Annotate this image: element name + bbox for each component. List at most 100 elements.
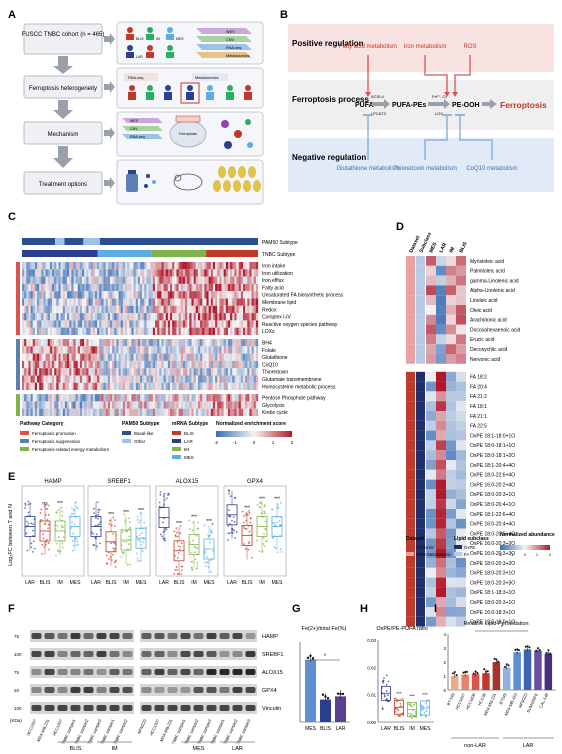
heatmap-cell	[122, 276, 126, 284]
heatmap-cell	[133, 283, 136, 292]
svg-text:0: 0	[524, 552, 527, 557]
heatmap-cell	[227, 394, 231, 402]
svg-text:-2: -2	[214, 440, 218, 445]
heatmap-cell	[225, 276, 229, 284]
h-point	[420, 713, 422, 716]
heatmap-cell	[133, 305, 136, 314]
heatmap-cell	[60, 276, 63, 284]
blot-band	[109, 633, 120, 639]
heatmap-cell	[187, 394, 190, 402]
heatmap-cell	[146, 269, 149, 277]
heatmap-cell	[49, 368, 53, 376]
heatmap-cell	[77, 339, 81, 347]
heatmap-cell	[82, 298, 85, 306]
heatmap-cell	[43, 298, 46, 306]
pathway-label: Iron efflux	[262, 278, 284, 284]
heatmap-cell	[90, 320, 93, 328]
heatmap-cell	[43, 408, 46, 416]
abundance-cell	[426, 314, 436, 325]
heatmap-cell	[86, 305, 89, 314]
heatmap-cell	[97, 368, 100, 376]
process-arrows	[372, 99, 497, 109]
blot-band	[122, 687, 133, 693]
dataset-cell	[406, 275, 415, 286]
heatmap-cell	[159, 291, 162, 299]
heatmap-cell	[105, 298, 109, 306]
heatmap-cell	[206, 305, 209, 314]
heatmap-cell	[24, 276, 27, 284]
heatmap-cell	[240, 375, 244, 383]
heatmap-cell	[84, 313, 87, 321]
heatmap-cell	[32, 283, 36, 292]
heatmap-cell	[77, 269, 81, 277]
i-point	[538, 649, 541, 652]
heatmap-cell	[105, 269, 109, 277]
blot-band	[141, 687, 152, 693]
lane-label: TNBC sample2	[112, 718, 128, 745]
heatmap-cell	[71, 375, 74, 383]
e-point	[114, 559, 117, 562]
heatmap-cell	[109, 291, 113, 299]
heatmap-cell	[62, 320, 66, 328]
heatmap-cell	[210, 382, 214, 391]
heatmap-cell	[118, 298, 121, 306]
pos-fatty-acid: Fatty acid metabolism	[339, 44, 397, 50]
heatmap-cell	[120, 382, 124, 391]
heatmap-cell	[176, 339, 179, 347]
heatmap-cell	[103, 305, 106, 314]
subclass-cell	[416, 391, 425, 402]
heatmap-cell	[114, 291, 117, 299]
heatmap-cell	[64, 320, 68, 328]
heatmap-cell	[73, 320, 76, 328]
heatmap-cell	[56, 339, 59, 347]
abundance-cell	[426, 577, 436, 588]
i-bar	[482, 673, 490, 690]
heatmap-cell	[90, 305, 93, 314]
e-point	[96, 517, 99, 520]
svg-text:LOX: LOX	[435, 111, 443, 116]
heatmap-cell	[22, 320, 25, 328]
e-point	[263, 504, 266, 507]
heatmap-cell	[197, 401, 201, 409]
heatmap-cell	[60, 262, 63, 270]
abundance-cell	[446, 440, 456, 451]
heatmap-cell	[253, 269, 257, 277]
heatmap-cell	[255, 283, 259, 292]
heatmap-cell	[227, 320, 231, 328]
heatmap-cell	[120, 298, 124, 306]
heatmap-cell	[32, 346, 36, 354]
heatmap-cell	[251, 269, 254, 277]
heatmap-cell	[193, 368, 196, 376]
heatmap-cell	[255, 368, 259, 376]
heatmap-cell	[56, 360, 59, 369]
heatmap-cell	[204, 262, 207, 270]
h-point	[396, 707, 399, 710]
heatmap-cell	[174, 339, 177, 347]
heatmap-cell	[144, 320, 147, 328]
node-pe-ooh: PE-OOH	[452, 102, 480, 109]
heatmap-cell	[155, 320, 158, 328]
heatmap-cell	[245, 375, 248, 383]
heatmap-cell	[174, 408, 177, 416]
heatmap-cell	[163, 327, 166, 335]
heatmap-cell	[152, 276, 156, 284]
heatmap-cell	[230, 276, 233, 284]
abundance-cell	[426, 587, 436, 598]
heatmap-cell	[238, 291, 242, 299]
heatmap-cell	[219, 283, 222, 292]
e-point	[114, 519, 116, 522]
heatmap-cell	[90, 283, 93, 292]
heatmap-cell	[58, 346, 61, 354]
heatmap-cell	[52, 368, 55, 376]
heatmap-cell	[101, 313, 104, 321]
heatmap-cell	[232, 269, 235, 277]
subclass-cell	[416, 314, 425, 325]
heatmap-cell	[142, 305, 145, 314]
heatmap-cell	[182, 394, 186, 402]
heatmap-cell	[225, 353, 229, 361]
heatmap-cell	[172, 313, 175, 321]
e-point	[163, 529, 166, 532]
e-point	[242, 515, 245, 517]
